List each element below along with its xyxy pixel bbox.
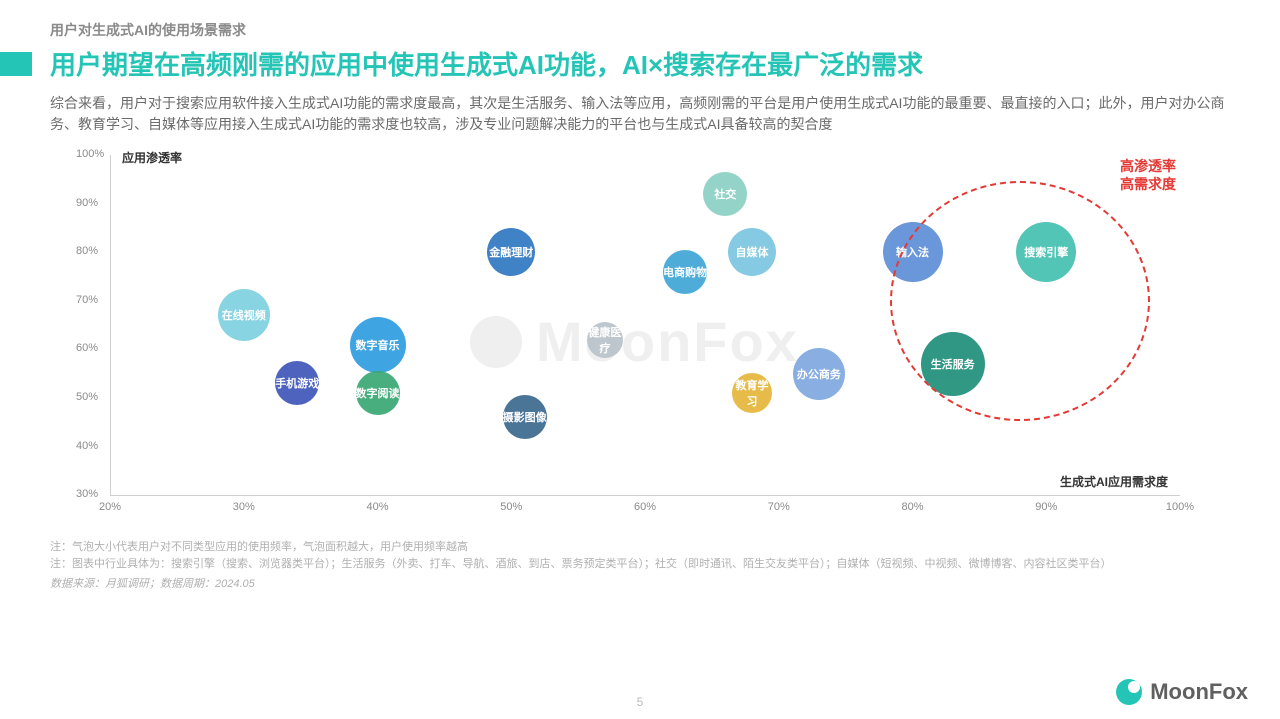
y-tick: 60% (76, 342, 98, 354)
page-number: 5 (0, 695, 1280, 709)
x-axis (110, 495, 1180, 496)
watermark: MoonFox (470, 309, 799, 374)
y-tick: 50% (76, 391, 98, 403)
slide: 用户对生成式AI的使用场景需求 用户期望在高频刚需的应用中使用生成式AI功能，A… (0, 0, 1280, 719)
bubble: 摄影图像 (503, 395, 547, 439)
chart-footnotes: 注：气泡大小代表用户对不同类型应用的使用频率，气泡面积越大，用户使用频率越高 注… (50, 539, 1230, 573)
brand-logo: MoonFox (1116, 679, 1248, 705)
x-axis-label: 生成式AI应用需求度 (1060, 473, 1168, 490)
x-tick: 80% (901, 501, 923, 513)
y-tick: 80% (76, 245, 98, 257)
y-tick: 40% (76, 440, 98, 452)
bubble: 教育学习 (732, 373, 772, 413)
title-block: 用户期望在高频刚需的应用中使用生成式AI功能，AI×搜索存在最广泛的需求 (50, 48, 1230, 83)
bubble: 金融理财 (487, 228, 535, 276)
y-axis (110, 155, 111, 495)
accent-bar (0, 52, 32, 76)
y-tick: 70% (76, 294, 98, 306)
highlight-circle (890, 181, 1150, 421)
bubble: 数字音乐 (350, 317, 406, 373)
note-line-2: 注：图表中行业具体为：搜索引擎（搜索、浏览器类平台）；生活服务（外卖、打车、导航… (50, 556, 1230, 573)
x-tick: 100% (1166, 501, 1194, 513)
x-tick: 30% (233, 501, 255, 513)
data-source: 数据来源：月狐调研；数据周期：2024.05 (50, 575, 1230, 591)
y-axis-label: 应用渗透率 (122, 149, 182, 166)
watermark-text: MoonFox (536, 309, 799, 374)
bubble: 在线视频 (218, 289, 270, 341)
x-tick: 70% (768, 501, 790, 513)
x-tick: 50% (500, 501, 522, 513)
note-line-1: 注：气泡大小代表用户对不同类型应用的使用频率，气泡面积越大，用户使用频率越高 (50, 539, 1230, 556)
brand-name: MoonFox (1150, 679, 1248, 705)
bubble: 数字阅读 (356, 371, 400, 415)
moonfox-icon (1116, 679, 1142, 705)
bubble-chart: MoonFox 30%40%50%60%70%80%90%100%20%30%4… (50, 139, 1230, 529)
bubble: 自媒体 (728, 228, 776, 276)
highlight-label: 高渗透率高需求度 (1120, 157, 1176, 193)
bubble: 电商购物 (663, 250, 707, 294)
x-tick: 90% (1035, 501, 1057, 513)
bubble: 社交 (703, 172, 747, 216)
y-tick: 30% (76, 488, 98, 500)
x-tick: 40% (366, 501, 388, 513)
bubble: 办公商务 (793, 348, 845, 400)
bubble: 健康医疗 (587, 322, 623, 358)
x-tick: 20% (99, 501, 121, 513)
watermark-icon (470, 316, 522, 368)
page-title: 用户期望在高频刚需的应用中使用生成式AI功能，AI×搜索存在最广泛的需求 (50, 48, 1230, 83)
y-tick: 100% (76, 148, 104, 160)
bubble: 手机游戏 (275, 361, 319, 405)
body-text: 综合来看，用户对于搜索应用软件接入生成式AI功能的需求度最高，其次是生活服务、输… (50, 93, 1230, 135)
x-tick: 60% (634, 501, 656, 513)
section-pretitle: 用户对生成式AI的使用场景需求 (50, 20, 1230, 40)
y-tick: 90% (76, 197, 98, 209)
